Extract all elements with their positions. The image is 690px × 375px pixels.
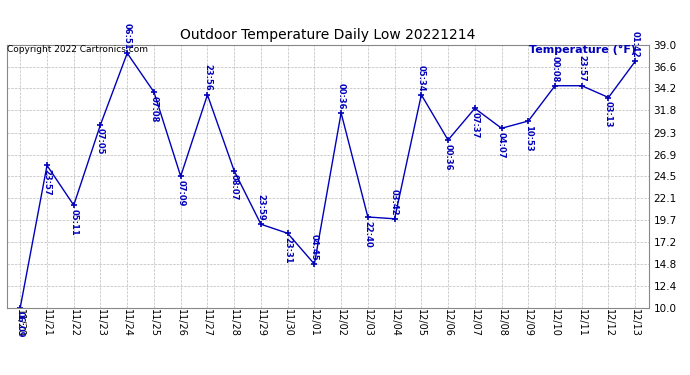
Text: 06:09: 06:09 <box>16 311 25 338</box>
Text: 04:45: 04:45 <box>310 234 319 260</box>
Text: 06:51: 06:51 <box>123 23 132 50</box>
Text: 07:08: 07:08 <box>150 96 159 122</box>
Text: 00:36: 00:36 <box>444 144 453 170</box>
Text: 07:37: 07:37 <box>471 112 480 138</box>
Text: 23:57: 23:57 <box>43 169 52 196</box>
Text: 23:57: 23:57 <box>578 56 586 82</box>
Text: 00:36: 00:36 <box>337 83 346 109</box>
Text: 05:34: 05:34 <box>417 64 426 91</box>
Text: 23:59: 23:59 <box>257 194 266 220</box>
Text: 08:07: 08:07 <box>230 174 239 201</box>
Text: Copyright 2022 Cartronics.com: Copyright 2022 Cartronics.com <box>7 45 148 54</box>
Text: 04:07: 04:07 <box>497 132 506 158</box>
Text: 22:40: 22:40 <box>364 220 373 248</box>
Text: 03:13: 03:13 <box>604 101 613 128</box>
Text: 00:08: 00:08 <box>551 56 560 82</box>
Text: 03:42: 03:42 <box>390 189 399 215</box>
Text: 10:53: 10:53 <box>524 124 533 151</box>
Title: Outdoor Temperature Daily Low 20221214: Outdoor Temperature Daily Low 20221214 <box>180 28 475 42</box>
Text: 23:31: 23:31 <box>283 237 292 264</box>
Text: Temperature (°F): Temperature (°F) <box>529 45 635 55</box>
Text: 05:11: 05:11 <box>69 209 78 236</box>
Text: 07:09: 07:09 <box>176 180 185 206</box>
Text: 23:56: 23:56 <box>203 64 212 91</box>
Text: 07:05: 07:05 <box>96 128 105 155</box>
Text: 01:42: 01:42 <box>631 31 640 58</box>
